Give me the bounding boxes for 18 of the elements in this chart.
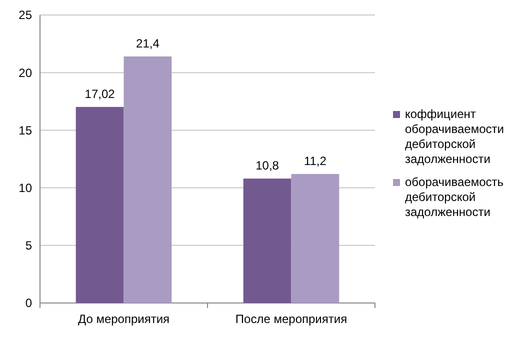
x-tick-label: После мероприятия bbox=[235, 312, 348, 326]
y-tick-label: 20 bbox=[18, 66, 32, 80]
y-tick-label: 10 bbox=[18, 181, 32, 195]
x-tick-label: До мероприятия bbox=[78, 312, 170, 326]
bar bbox=[291, 174, 340, 303]
y-tick-label: 5 bbox=[25, 238, 32, 253]
data-label: 10,8 bbox=[256, 158, 280, 173]
data-label: 21,4 bbox=[136, 36, 160, 50]
y-tick-label: 0 bbox=[25, 296, 32, 310]
bar bbox=[76, 106, 124, 303]
legend-label: оборачиваемость дебиторской задолженности bbox=[405, 175, 504, 219]
y-tick-label: 15 bbox=[18, 123, 32, 138]
legend-label: коффициент оборачиваемости дебиторской задолженности bbox=[405, 107, 504, 166]
bar bbox=[124, 56, 172, 303]
y-tick-label: 25 bbox=[18, 8, 32, 22]
bar bbox=[243, 178, 292, 303]
data-label: 17,02 bbox=[84, 86, 116, 101]
data-label: 11,2 bbox=[304, 154, 327, 168]
